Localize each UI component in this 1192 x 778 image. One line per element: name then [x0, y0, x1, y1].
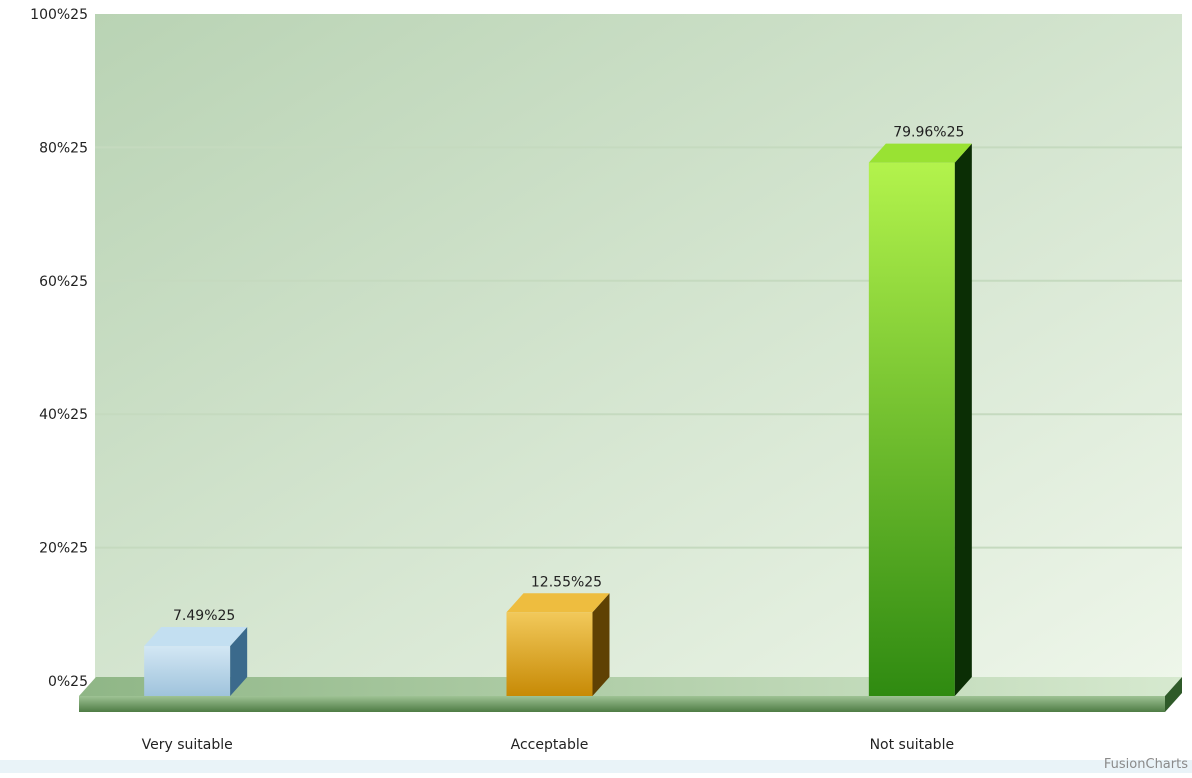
y-tick-label: 60%25 [39, 274, 88, 290]
y-tick-label: 40%25 [39, 407, 88, 423]
floor-side [1165, 677, 1182, 712]
bar-front [868, 162, 955, 696]
footer-strip [0, 760, 1192, 773]
bar-side [592, 593, 610, 696]
data-label: 79.96%25 [893, 125, 964, 141]
category-label: Very suitable [142, 737, 233, 753]
data-label: 7.49%25 [173, 608, 235, 624]
bar-front [144, 646, 231, 696]
data-label: 12.55%25 [531, 574, 602, 590]
fusioncharts-credit: FusionCharts [1104, 757, 1188, 772]
bar-top [144, 627, 248, 647]
plot-background [95, 14, 1182, 681]
category-label: Acceptable [511, 737, 589, 753]
floor-front [79, 696, 1165, 712]
y-tick-label: 20%25 [39, 541, 88, 557]
bar-top [868, 143, 972, 163]
y-tick-label: 0%25 [48, 674, 88, 690]
category-label: Not suitable [870, 737, 955, 753]
y-tick-label: 100%25 [30, 7, 88, 23]
bar-front [506, 612, 593, 696]
bar-side [230, 627, 248, 696]
bar[interactable] [144, 627, 248, 696]
bar[interactable] [868, 143, 972, 696]
bar-side [954, 143, 972, 696]
bar-top [506, 593, 610, 613]
bar[interactable] [506, 593, 610, 696]
y-tick-label: 80%25 [39, 140, 88, 156]
